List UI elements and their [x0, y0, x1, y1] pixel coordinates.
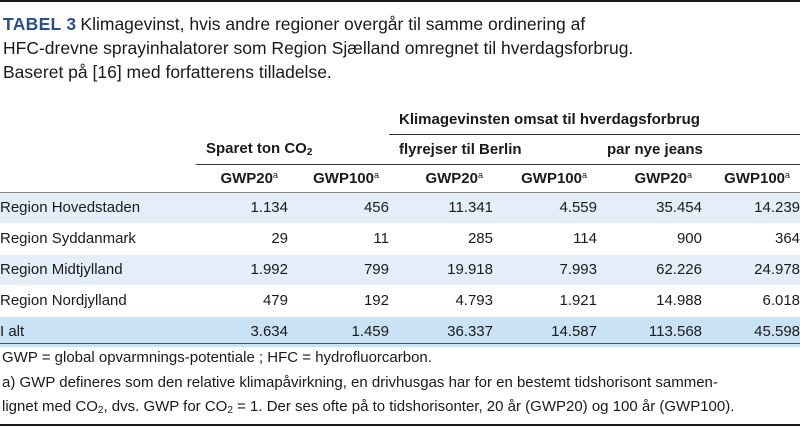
- header-gwp20-jeans: GWP20a: [597, 164, 702, 193]
- cell-value: 192: [288, 285, 389, 317]
- caption-line-3: Baseret på [16] med forfatterens tillade…: [3, 62, 332, 82]
- caption-line-2: HFC-drevne sprayinhalatorer som Region S…: [3, 38, 634, 58]
- table-label: TABEL 3: [3, 14, 77, 34]
- cell-value: 1.134: [196, 192, 288, 224]
- row-region-name: Region Midtjylland: [0, 254, 196, 286]
- cell-value: 1.921: [493, 285, 597, 317]
- top-rule: [0, 0, 800, 2]
- cell-value: 4.793: [389, 285, 493, 317]
- climate-gain-table: Klimagevinsten omsat til hverdagsforbrug…: [0, 106, 800, 348]
- header-saved-label: Sparet ton CO: [206, 139, 307, 157]
- cell-value: 11.341: [389, 192, 493, 224]
- cell-value: 479: [196, 285, 288, 317]
- gwp-header-row: GWP20a GWP100a GWP20a GWP100a GWP20a GWP…: [0, 164, 800, 193]
- cell-value: 6.018: [702, 285, 800, 317]
- total-value: 45.598: [702, 316, 800, 348]
- cell-value: 799: [288, 254, 389, 286]
- row-region-name: Region Hovedstaden: [0, 192, 196, 224]
- cell-value: 19.918: [389, 254, 493, 286]
- header-jeans: par nye jeans: [597, 134, 800, 165]
- total-value: 14.587: [493, 316, 597, 348]
- cell-value: 114: [493, 223, 597, 255]
- header-gwp20-saved: GWP20a: [196, 164, 288, 193]
- table-row: Region Syddanmark 29 11 285 114 900 364: [0, 223, 800, 255]
- cell-value: 285: [389, 223, 493, 255]
- header-saved-co2: Sparet ton CO2: [196, 134, 389, 165]
- total-value: 36.337: [389, 316, 493, 348]
- cell-value: 364: [702, 223, 800, 255]
- header-gwp20-flights: GWP20a: [389, 164, 493, 193]
- co2-subscript: 2: [306, 146, 313, 158]
- subheader-row: Sparet ton CO2 flyrejser til Berlin par …: [0, 134, 800, 165]
- bottom-rule: [0, 424, 800, 426]
- total-label: I alt: [0, 316, 196, 348]
- group-header-row: Klimagevinsten omsat til hverdagsforbrug: [0, 106, 800, 135]
- cell-value: 7.993: [493, 254, 597, 286]
- total-value: 113.568: [597, 316, 702, 348]
- group-header-everyday: Klimagevinsten omsat til hverdagsforbrug: [389, 106, 800, 135]
- footnote-a-line-1: a) GWP defineres som den relative klimap…: [2, 373, 718, 391]
- cell-value: 62.226: [597, 254, 702, 286]
- header-gwp100-jeans: GWP100a: [702, 164, 800, 193]
- row-region-name: Region Nordjylland: [0, 285, 196, 317]
- header-flights: flyrejser til Berlin: [389, 134, 597, 165]
- table-caption: TABEL 3 Klimagevinst, hvis andre regioner…: [3, 12, 793, 84]
- cell-value: 35.454: [597, 192, 702, 224]
- cell-value: 900: [597, 223, 702, 255]
- cell-value: 29: [196, 223, 288, 255]
- total-row: I alt 3.634 1.459 36.337 14.587 113.568 …: [0, 316, 800, 348]
- footnote-abbreviations: GWP = global opvarmnings-potentiale ; HF…: [2, 349, 432, 366]
- table-footnotes: GWP = global opvarmnings-potentiale ; HF…: [2, 346, 798, 424]
- header-gwp100-flights: GWP100a: [493, 164, 597, 193]
- caption-line-1: Klimagevinst, hvis andre regioner overgå…: [80, 14, 586, 34]
- header-gwp100-saved: GWP100a: [288, 164, 389, 193]
- cell-value: 24.978: [702, 254, 800, 286]
- cell-value: 14.239: [702, 192, 800, 224]
- cell-value: 456: [288, 192, 389, 224]
- table-bottom-rule: [0, 343, 800, 344]
- row-region-name: Region Syddanmark: [0, 223, 196, 255]
- table-row: Region Midtjylland 1.992 799 19.918 7.99…: [0, 254, 800, 286]
- cell-value: 11: [288, 223, 389, 255]
- total-value: 3.634: [196, 316, 288, 348]
- total-value: 1.459: [288, 316, 389, 348]
- table-row: Region Hovedstaden 1.134 456 11.341 4.55…: [0, 192, 800, 224]
- cell-value: 1.992: [196, 254, 288, 286]
- table-row: Region Nordjylland 479 192 4.793 1.921 1…: [0, 285, 800, 317]
- cell-value: 14.988: [597, 285, 702, 317]
- cell-value: 4.559: [493, 192, 597, 224]
- footnote-a-line-2: lignet med CO2, dvs. GWP for CO2 = 1. De…: [2, 398, 735, 416]
